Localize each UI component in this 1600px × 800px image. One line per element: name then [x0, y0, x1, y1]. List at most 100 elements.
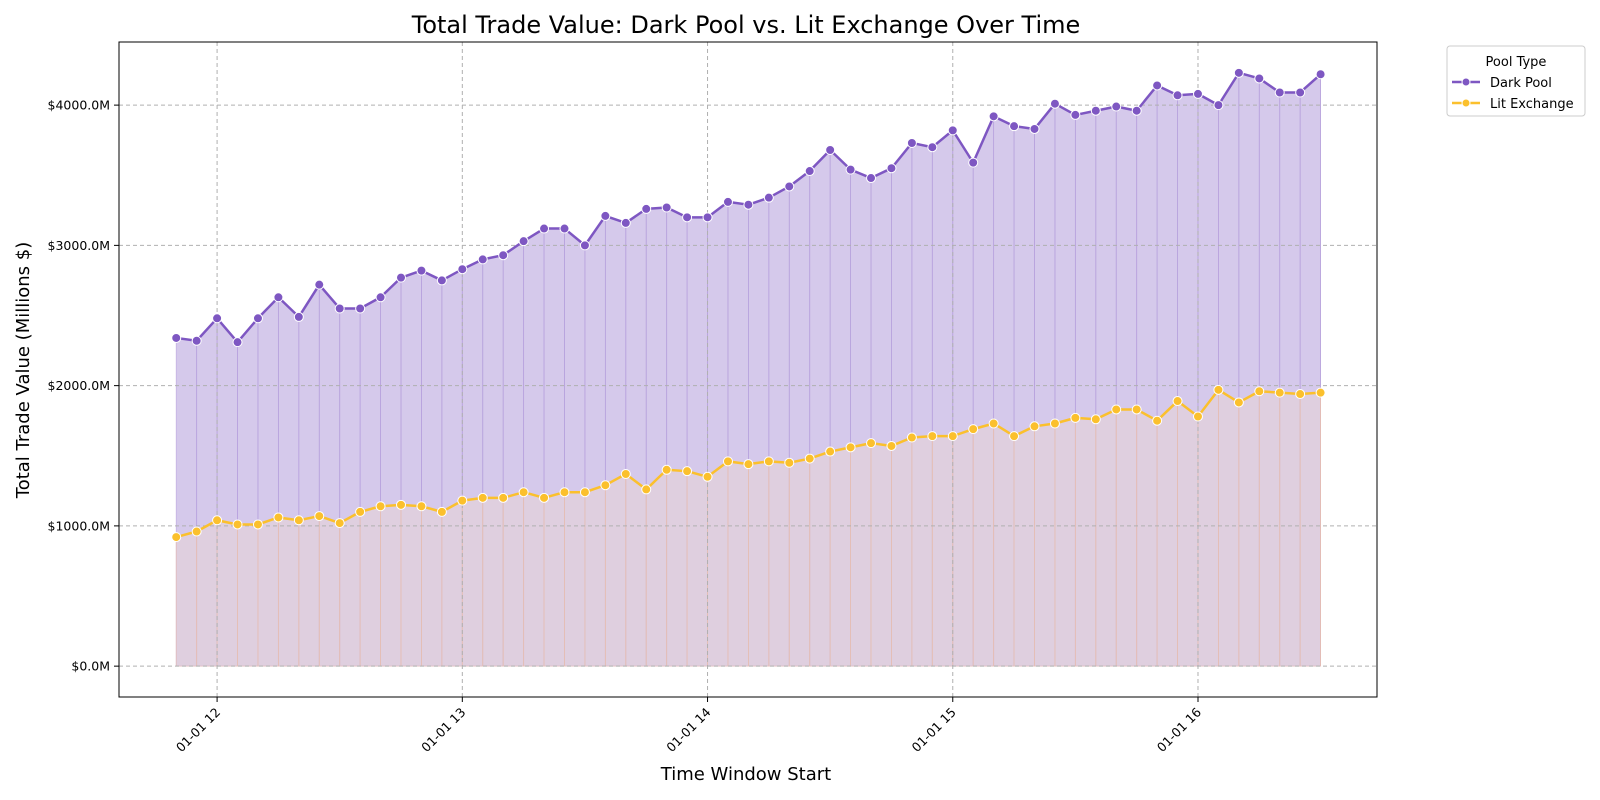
- dark-pool-point: [396, 272, 407, 283]
- x-axis-label: Time Window Start: [660, 764, 831, 785]
- lit-exchange-fill: [216, 519, 238, 667]
- lit-exchange-point: [252, 519, 263, 530]
- dark-pool-point: [1009, 121, 1020, 132]
- lit-exchange-fill: [523, 491, 545, 667]
- lit-exchange-point: [191, 526, 202, 537]
- y-tick-label: $4000.0M: [48, 98, 110, 113]
- lit-exchange-fill: [257, 516, 279, 667]
- lit-exchange-fill: [1197, 388, 1219, 667]
- lit-exchange-fill: [645, 468, 668, 667]
- y-tick-label: $1000.0M: [48, 518, 110, 533]
- lit-exchange-point: [845, 442, 856, 453]
- lit-exchange-point: [825, 446, 836, 457]
- y-tick-label: $0.0M: [71, 659, 110, 674]
- lit-exchange-point: [743, 459, 754, 470]
- dark-pool-point: [1274, 87, 1285, 98]
- lit-exchange-point: [763, 456, 774, 467]
- lit-exchange-point: [355, 506, 366, 517]
- dark-pool-point: [355, 303, 366, 314]
- legend-label-dark-pool: Dark Pool: [1490, 76, 1552, 91]
- lit-exchange-fill: [1156, 400, 1178, 667]
- dark-pool-point: [1131, 105, 1142, 116]
- lit-exchange-point: [1009, 431, 1020, 442]
- lit-exchange-fill: [482, 497, 504, 667]
- lit-exchange-point: [661, 464, 672, 475]
- lit-exchange-point: [682, 466, 693, 477]
- lit-exchange-point: [968, 424, 979, 435]
- dark-pool-point: [498, 250, 509, 261]
- lit-exchange-fill: [564, 491, 586, 667]
- chart-title: Total Trade Value: Dark Pool vs. Lit Exc…: [411, 11, 1081, 39]
- dark-pool-point: [416, 265, 427, 276]
- lit-exchange-point: [232, 519, 243, 530]
- dark-pool-point: [293, 311, 304, 322]
- dark-pool-point: [477, 254, 488, 265]
- dark-pool-point: [886, 163, 897, 174]
- lit-exchange-point: [702, 471, 713, 482]
- dark-pool-point: [1315, 69, 1326, 80]
- dark-pool-point: [579, 240, 590, 251]
- lit-exchange-fill: [850, 442, 872, 667]
- dark-pool-point: [375, 292, 386, 303]
- lit-exchange-point: [906, 432, 917, 443]
- dark-pool-point: [988, 111, 999, 122]
- lit-exchange-point: [641, 484, 652, 495]
- lit-exchange-point: [457, 495, 468, 506]
- lit-exchange-point: [273, 512, 284, 523]
- x-tick-label: 01-01 14: [663, 704, 713, 754]
- series-layer: [171, 67, 1326, 543]
- dark-pool-point: [1111, 101, 1122, 112]
- lit-exchange-fill: [400, 504, 422, 667]
- lit-exchange-fill: [543, 491, 565, 667]
- lit-exchange-point: [1090, 414, 1101, 425]
- lit-exchange-fill: [931, 435, 954, 667]
- lit-exchange-fill: [993, 422, 1015, 667]
- lit-exchange-point: [477, 492, 488, 503]
- dark-pool-point: [1254, 73, 1265, 84]
- dark-pool-point: [947, 125, 958, 136]
- lit-exchange-point: [1131, 404, 1142, 415]
- dark-pool-point: [273, 292, 284, 303]
- dark-pool-point: [436, 275, 447, 286]
- dark-pool-point: [600, 210, 611, 221]
- dark-pool-point: [906, 137, 917, 148]
- lit-exchange-point: [620, 468, 631, 479]
- lit-exchange-fill: [625, 473, 647, 667]
- dark-pool-point: [457, 264, 468, 275]
- dark-pool-point: [743, 199, 754, 210]
- x-tick-label: 01-01 12: [173, 705, 223, 755]
- dark-pool-point: [845, 164, 856, 175]
- lit-exchange-point: [1213, 384, 1224, 395]
- lit-exchange-fill: [584, 484, 606, 667]
- dark-pool-point: [314, 279, 325, 290]
- lit-exchange-fill: [380, 504, 402, 667]
- lit-exchange-point: [947, 431, 958, 442]
- lit-exchange-fill: [318, 515, 341, 667]
- lit-exchange-point: [1315, 387, 1326, 398]
- lit-exchange-fill: [1218, 389, 1240, 667]
- y-tick-label: $3000.0M: [48, 238, 110, 253]
- dark-pool-point: [1090, 105, 1101, 116]
- lit-exchange-point: [498, 492, 509, 503]
- dark-pool-point: [620, 217, 631, 228]
- lit-exchange-fill: [1013, 425, 1035, 667]
- dark-pool-point: [191, 335, 202, 346]
- dark-pool-point: [539, 223, 550, 234]
- lit-exchange-point: [1295, 389, 1306, 400]
- lit-exchange-point: [293, 515, 304, 526]
- lit-exchange-point: [1254, 386, 1265, 397]
- lit-exchange-point: [804, 453, 815, 464]
- legend-marker-dark-pool: [1461, 77, 1471, 87]
- dark-pool-point: [825, 144, 836, 155]
- lit-exchange-point: [375, 501, 386, 512]
- lit-exchange-point: [1172, 396, 1183, 407]
- plot-frame: [118, 41, 1378, 698]
- dark-pool-point: [1152, 80, 1163, 91]
- lit-exchange-fill: [809, 450, 831, 667]
- dark-pool-point: [866, 173, 877, 184]
- lit-exchange-fill: [666, 469, 688, 667]
- lit-exchange-point: [1192, 411, 1203, 422]
- lit-exchange-fill: [911, 435, 933, 667]
- lit-exchange-point: [171, 532, 182, 543]
